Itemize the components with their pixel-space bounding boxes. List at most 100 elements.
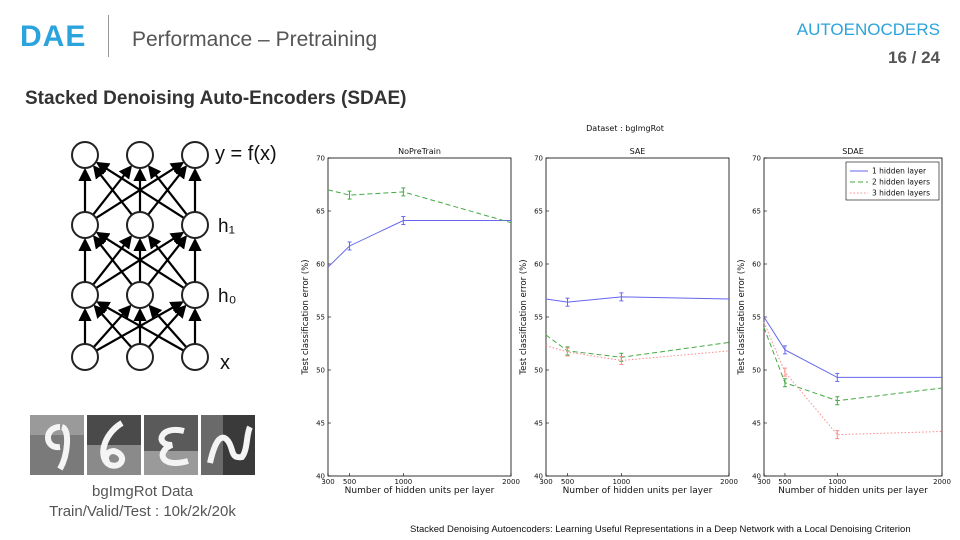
chart-panel-nopretrain: NoPreTrain 40 45 50 55 60 65 70 300 500 1000 2000 Nu… <box>301 147 520 496</box>
network-node <box>126 141 154 169</box>
y-tick-label: 40 <box>534 473 543 481</box>
input-layer-label: x <box>220 352 230 374</box>
x-tick-label: 300 <box>757 478 770 486</box>
digit-image-four <box>201 415 255 475</box>
network-node <box>181 141 209 169</box>
y-tick-label: 45 <box>316 420 325 428</box>
y-tick-label: 45 <box>534 420 543 428</box>
network-edge <box>92 235 133 286</box>
y-axis-label: Test classification error (%) <box>301 259 311 375</box>
network-node <box>71 141 99 169</box>
network-node <box>126 343 154 371</box>
series-line <box>763 322 943 436</box>
network-edge <box>147 165 188 216</box>
y-tick-label: 65 <box>534 208 543 216</box>
network-edge <box>95 231 185 289</box>
network-node <box>181 343 209 371</box>
y-tick-label: 50 <box>534 367 543 375</box>
citation: Stacked Denoising Autoencoders: Learning… <box>410 524 911 535</box>
dataset-caption: bgImgRot Data <box>92 483 193 500</box>
legend-box <box>845 161 940 201</box>
series-line <box>545 345 730 361</box>
network-node <box>71 281 99 309</box>
network-node <box>181 281 209 309</box>
network-edge <box>92 165 133 216</box>
x-tick-label: 1000 <box>394 478 412 486</box>
x-tick-label: 500 <box>561 478 574 486</box>
y-axis-label: Test classification error (%) <box>519 259 529 375</box>
network-node <box>181 211 209 239</box>
y-tick-label: 55 <box>752 314 761 322</box>
y-tick-label: 60 <box>534 261 543 269</box>
digit-image-seven <box>144 415 198 475</box>
series-line <box>545 296 730 303</box>
sample-digit-images <box>30 415 255 475</box>
chart-panel-sae: SAE 40 45 50 55 60 65 70 300 500 1000 2000 Number of… <box>519 147 738 496</box>
network-edge <box>96 301 185 352</box>
logo: DAE <box>20 20 87 53</box>
x-tick-label: 2000 <box>720 478 738 486</box>
chart-title: SAE <box>630 147 646 156</box>
x-tick-label: 2000 <box>933 478 951 486</box>
x-tick-label: 2000 <box>502 478 520 486</box>
y-tick-label: 65 <box>752 208 761 216</box>
h1-layer-label: h₁ <box>218 216 235 237</box>
network-edge <box>148 304 188 349</box>
chart-title: NoPreTrain <box>398 147 441 156</box>
section-label: AUTOENOCDERS <box>796 20 940 39</box>
plot-area <box>327 157 512 477</box>
y-tick-label: 70 <box>752 155 761 163</box>
page-number: 16 / 24 <box>888 48 940 67</box>
slide-subtitle: Performance – Pretraining <box>132 28 378 51</box>
chart-panel-sdae: SDAE 40 45 50 55 60 65 70 300 500 1000 2000 Number o… <box>737 147 951 496</box>
series-line <box>327 189 512 224</box>
y-tick-label: 70 <box>534 155 543 163</box>
figure-title: Dataset : bgImgRot <box>586 124 664 133</box>
y-tick-label: 50 <box>316 367 325 375</box>
y-tick-label: 55 <box>316 314 325 322</box>
digit-image-nine <box>30 415 84 475</box>
x-tick-label: 500 <box>343 478 356 486</box>
network-node <box>126 281 154 309</box>
network-edge <box>95 161 185 219</box>
y-tick-label: 70 <box>316 155 325 163</box>
y-tick-label: 50 <box>752 367 761 375</box>
y-tick-label: 55 <box>534 314 543 322</box>
dataset-split-caption: Train/Valid/Test : 10k/2k/20k <box>49 503 236 520</box>
y-tick-label: 60 <box>752 261 761 269</box>
legend-label: 2 hidden layers <box>872 178 930 187</box>
legend-label: 1 hidden layer <box>872 167 927 176</box>
plot-area <box>763 157 943 477</box>
network-nodes <box>71 141 209 371</box>
header-divider <box>108 15 109 57</box>
x-tick-label: 500 <box>778 478 791 486</box>
y-tick-label: 60 <box>316 261 325 269</box>
y-tick-label: 40 <box>316 473 325 481</box>
h0-layer-label: h₀ <box>218 286 236 307</box>
y-axis-label: Test classification error (%) <box>737 259 747 375</box>
network-node <box>71 211 99 239</box>
chart-title: SDAE <box>842 147 864 156</box>
network-node <box>126 211 154 239</box>
x-axis-label: Number of hidden units per layer <box>778 486 928 496</box>
charts-figure: Dataset : bgImgRot NoPreTrain 40 45 50 55 60 6… <box>301 124 951 496</box>
output-layer-label: y = f(x) <box>215 143 277 165</box>
digit-image-six <box>87 415 141 475</box>
x-tick-label: 1000 <box>612 478 630 486</box>
x-axis-label: Number of hidden units per layer <box>345 486 495 496</box>
series-line <box>327 220 511 268</box>
y-tick-label: 40 <box>752 473 761 481</box>
y-tick-label: 45 <box>752 420 761 428</box>
x-tick-label: 300 <box>321 478 334 486</box>
network-diagram: y = f(x) h₁ h₀ x <box>71 141 277 374</box>
legend-label: 3 hidden layers <box>872 189 930 198</box>
x-axis-label: Number of hidden units per layer <box>563 486 713 496</box>
x-tick-label: 1000 <box>828 478 846 486</box>
network-edges <box>78 161 202 352</box>
network-edge <box>147 235 188 286</box>
series-line <box>763 316 942 378</box>
slide-heading: Stacked Denoising Auto-Encoders (SDAE) <box>25 88 407 109</box>
plot-area <box>545 157 730 477</box>
y-tick-label: 65 <box>316 208 325 216</box>
network-node <box>71 343 99 371</box>
